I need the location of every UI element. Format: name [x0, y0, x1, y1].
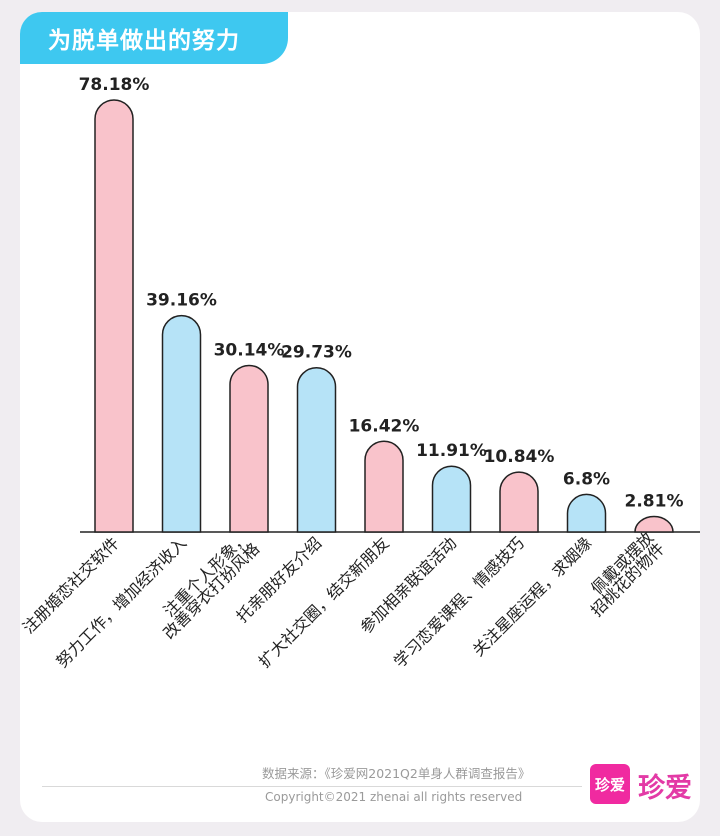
data-label: 10.84%	[484, 447, 555, 467]
data-label: 39.16%	[146, 291, 217, 311]
chart-title: 为脱单做出的努力	[20, 12, 288, 64]
bar	[229, 364, 269, 533]
zhenai-logo-text: 珍爱	[638, 773, 692, 804]
bar	[94, 99, 134, 533]
category-label: 扩大社交圈，结交新朋友	[255, 533, 393, 671]
footer-divider	[42, 786, 582, 787]
category-label: 关注星座运程，求姻缘	[469, 533, 596, 660]
data-source: 数据来源：《珍爱网2021Q2单身人群调查报告》	[262, 766, 531, 781]
data-label: 2.81%	[625, 491, 684, 511]
copyright: Copyright©2021 zhenai all rights reserve…	[265, 790, 523, 804]
data-label: 30.14%	[214, 340, 285, 360]
data-label: 6.8%	[563, 469, 610, 489]
bar	[634, 515, 674, 533]
zhenai-logo-icon: 珍爱	[590, 764, 630, 804]
bar	[431, 465, 472, 533]
data-label: 29.73%	[281, 343, 352, 363]
category-label: 学习恋爱课程、情感技巧	[390, 533, 528, 671]
data-label: 11.91%	[416, 441, 487, 461]
data-label: 78.18%	[79, 75, 150, 95]
data-label: 16.42%	[349, 416, 420, 436]
bar	[499, 471, 539, 533]
bar	[566, 493, 607, 533]
bar	[161, 314, 202, 533]
bar	[364, 440, 404, 533]
bar	[296, 367, 337, 533]
